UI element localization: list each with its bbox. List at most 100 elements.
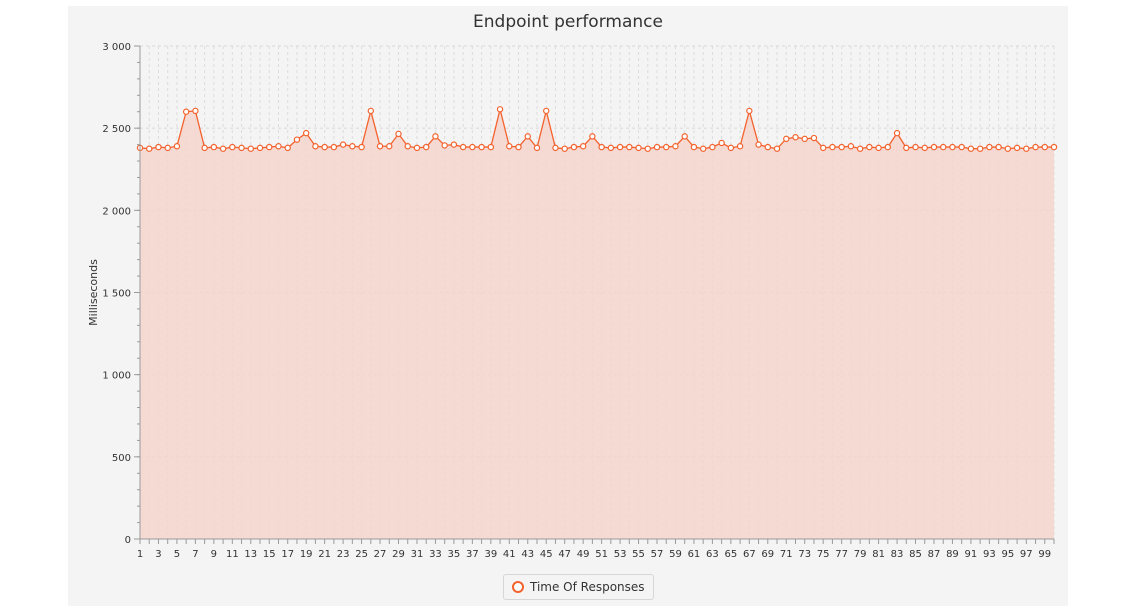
data-point [866,143,873,151]
x-tick-label: 7 [192,549,198,560]
data-point [561,145,568,152]
data-point [432,133,439,140]
data-point [459,143,467,151]
x-tick-label: 21 [318,549,331,560]
data-point [266,143,273,151]
x-tick-label: 91 [965,549,978,560]
data-point [367,107,375,115]
data-point [847,143,855,150]
data-point [838,143,845,151]
x-tick-label: 81 [872,549,885,560]
x-tick-label: 77 [835,549,848,560]
data-point [967,145,975,152]
data-point [663,143,670,151]
data-point [1023,145,1030,152]
data-point [912,143,919,151]
x-tick-label: 67 [743,549,756,560]
x-tick-label: 15 [263,549,276,560]
data-point [487,143,495,151]
y-tick-label: 1 000 [102,371,131,382]
series-line [139,108,1054,150]
data-point [949,143,956,151]
data-point [616,143,624,151]
x-tick-label: 11 [226,549,239,560]
x-tick-label: 87 [928,549,941,560]
data-point [496,106,504,113]
data-point [1004,145,1012,152]
data-point [940,143,947,151]
data-point [746,107,753,115]
legend-series-symbol-icon [512,581,524,593]
data-point [589,133,596,140]
x-tick-label: 75 [817,549,830,560]
x-tick-label: 29 [392,549,405,560]
data-point [903,144,910,152]
y-tick-label: 0 [125,535,131,546]
series-area [140,109,1054,539]
data-point [626,143,633,151]
y-tick-label: 2 500 [102,124,131,135]
data-point [441,142,448,149]
x-tick-label: 79 [854,549,867,560]
x-tick-label: 37 [466,549,479,560]
data-point [801,135,808,143]
data-point [598,143,605,151]
data-point [829,143,836,151]
x-tick-label: 23 [337,549,350,560]
x-tick-label: 35 [448,549,461,560]
data-point [515,143,522,151]
y-tick-label: 500 [112,453,131,464]
data-point [386,143,393,150]
data-point [681,133,688,140]
x-tick-label: 93 [983,549,996,560]
x-tick-label: 65 [725,549,738,560]
data-point [570,143,578,151]
data-point [579,143,587,150]
x-tick-label: 59 [669,549,682,560]
data-point [893,129,901,137]
x-tick-label: 1 [137,549,143,560]
data-point [1050,143,1058,151]
data-point [201,144,208,152]
data-point [699,145,707,152]
data-point [727,144,735,152]
data-point [607,144,615,152]
data-point [543,107,550,115]
x-tick-label: 63 [706,549,719,560]
data-point [506,143,513,150]
data-point [653,143,661,151]
x-tick-label: 41 [503,549,516,560]
data-point [469,143,476,151]
data-point [210,143,218,151]
x-tick-label: 73 [798,549,811,560]
data-point [155,143,162,151]
data-point [921,144,928,152]
data-point [376,143,384,150]
data-point [450,141,458,148]
data-point [256,144,264,152]
x-tick-label: 99 [1038,549,1051,560]
x-tick-label: 95 [1001,549,1014,560]
data-point [524,133,531,140]
x-tick-label: 85 [909,549,922,560]
data-point [146,145,153,152]
data-point [192,107,199,115]
data-point [976,145,984,152]
data-point [792,134,799,141]
x-tick-label: 51 [595,549,608,560]
data-point [395,130,402,138]
legend: Time Of Responses [503,574,654,600]
data-point [736,143,744,150]
data-point [690,143,698,151]
data-point [164,144,171,152]
data-point [229,143,236,151]
y-tick-label: 3 000 [102,42,131,53]
x-tick-label: 71 [780,549,793,560]
data-point [718,139,725,147]
data-point [958,143,965,151]
x-tick-label: 49 [577,549,590,560]
x-tick-label: 53 [614,549,627,560]
data-point [856,145,864,152]
